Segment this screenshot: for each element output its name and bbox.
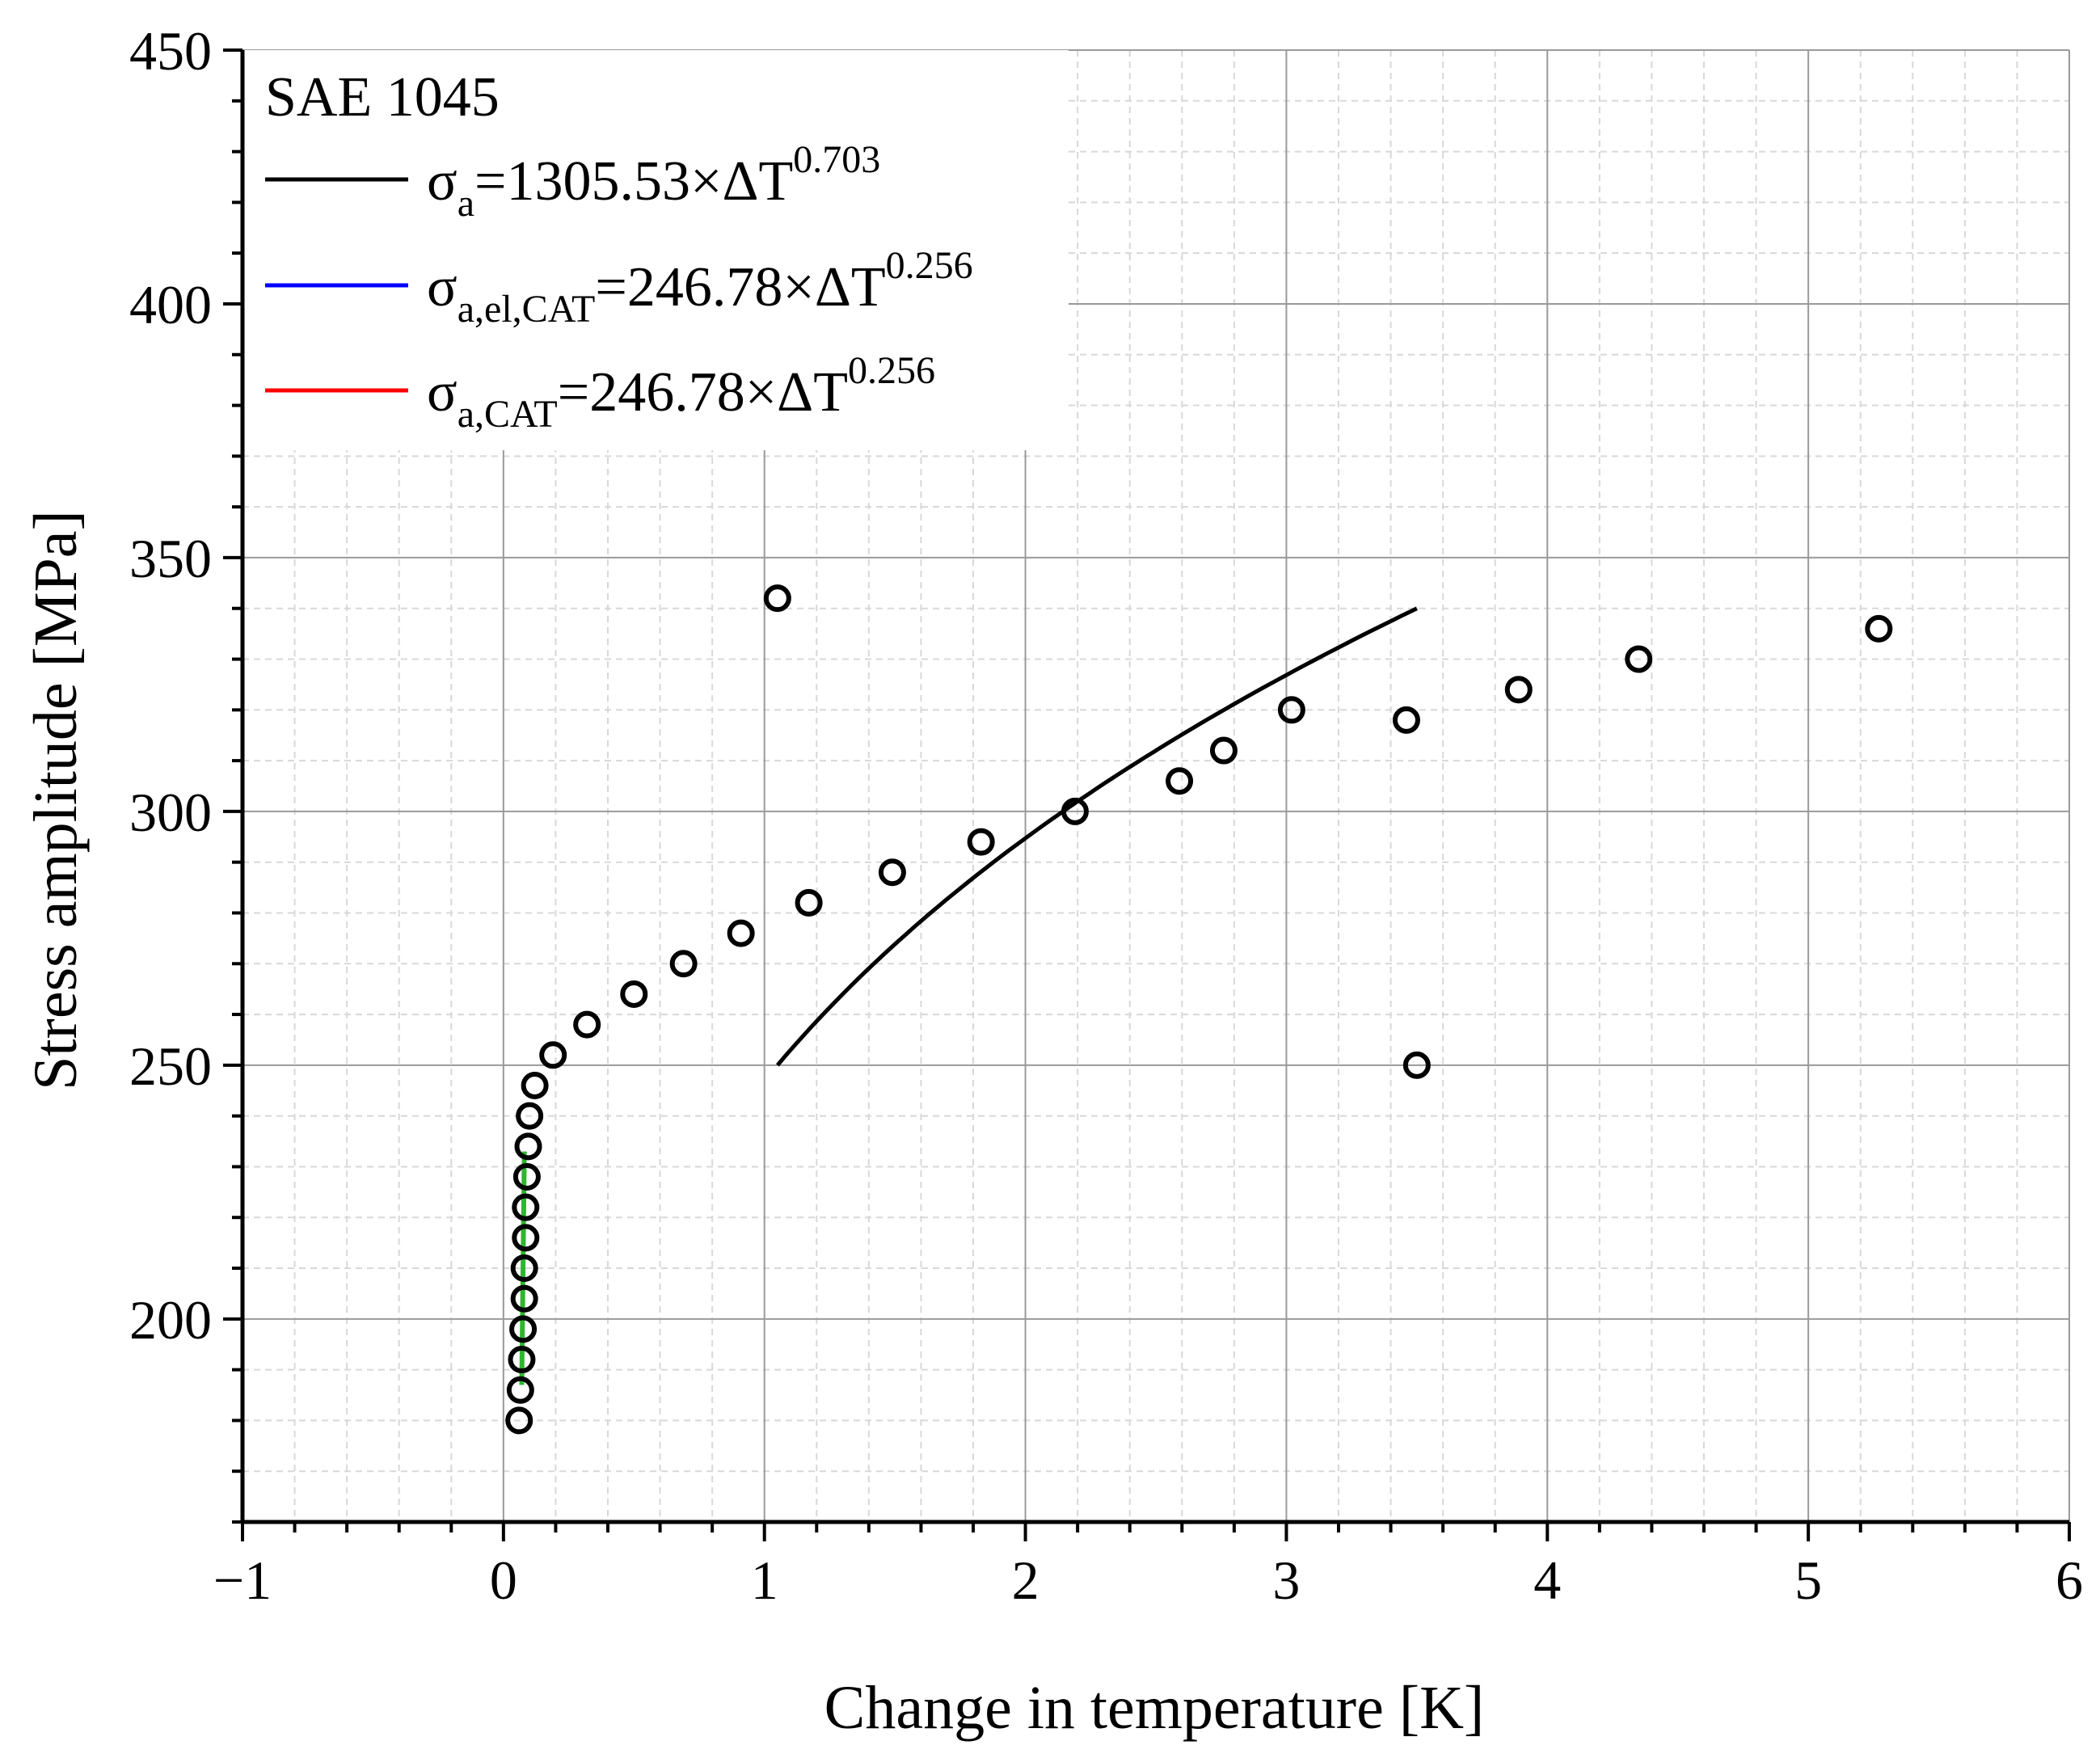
legend-fit-base: σ [427, 150, 458, 213]
data-point [505, 1406, 533, 1435]
legend-cat-rest: =246.78×ΔT [558, 361, 848, 424]
y-tick-label: 250 [129, 1035, 212, 1097]
x-tick-label: 0 [490, 1549, 517, 1611]
legend-fit-sub: a [458, 182, 474, 225]
legend-cat-sup: 0.256 [848, 349, 935, 392]
legend-cat-base: σ [427, 361, 458, 424]
legend-entry-fit: σa=1305.53×ΔT0.703 [427, 138, 880, 225]
series-layer [505, 584, 1893, 1435]
legend-el-cat-rest: =246.78×ΔT [595, 256, 885, 318]
legend-el-cat-sub: a,el,CAT [458, 288, 596, 331]
axes [223, 48, 2071, 1541]
y-tick-label: 200 [129, 1289, 212, 1351]
data-point [510, 1284, 538, 1313]
legend-el-cat-sup: 0.256 [886, 244, 973, 287]
legend-box [244, 50, 1069, 450]
data-point [727, 919, 755, 947]
data-point [1277, 696, 1305, 724]
x-tick-label: 1 [751, 1549, 778, 1611]
y-tick-label: 450 [129, 20, 212, 82]
data-point [510, 1254, 538, 1283]
data-point [573, 1010, 601, 1039]
legend-el-cat-base: σ [427, 256, 458, 318]
x-tick-label: −1 [213, 1549, 272, 1611]
x-axis-title: Change in temperature [K] [824, 1674, 1485, 1742]
data-point [512, 1193, 540, 1221]
data-point [620, 980, 648, 1008]
legend: SAE 1045 σa=1305.53×ΔT0.703 σa,el,CAT=24… [265, 66, 973, 436]
x-tick-label: 6 [2056, 1549, 2083, 1611]
data-point [508, 1346, 536, 1374]
data-point [509, 1315, 538, 1343]
legend-fit-sup: 0.703 [793, 138, 880, 181]
data-point [1061, 797, 1089, 825]
data-point [1392, 706, 1420, 734]
power-law-fit-line [775, 606, 1418, 1067]
x-tick-label: 2 [1012, 1549, 1039, 1611]
data-point [669, 950, 698, 978]
legend-cat-sub: a,CAT [458, 393, 558, 436]
data-point [516, 1102, 544, 1130]
x-tick-label: 4 [1533, 1549, 1561, 1611]
legend-fit-rest: =1305.53×ΔT [474, 150, 793, 213]
data-point [521, 1071, 549, 1099]
y-tick-label: 350 [129, 528, 212, 589]
y-axis-title: Stress amplitude [MPa] [22, 510, 90, 1090]
y-tick-label: 300 [129, 782, 212, 843]
data-point [506, 1376, 534, 1404]
data-point [1166, 767, 1194, 795]
data-point [1865, 614, 1893, 643]
legend-entry-cat: σa,CAT=246.78×ΔT0.256 [427, 349, 935, 436]
x-tick-label: 3 [1272, 1549, 1300, 1611]
x-tick-label: 5 [1794, 1549, 1822, 1611]
data-point [512, 1163, 541, 1191]
data-point [1504, 676, 1533, 704]
data-point [512, 1224, 540, 1252]
data-point [1625, 645, 1653, 673]
tick-labels: −1 0 1 2 3 4 5 6 200 250 300 350 400 450 [129, 20, 2083, 1611]
data-point [878, 858, 906, 887]
y-tick-label: 400 [129, 274, 212, 335]
data-point [1402, 1051, 1431, 1079]
legend-entry-el-cat: σa,el,CAT=246.78×ΔT0.256 [427, 244, 973, 331]
data-point [795, 888, 823, 917]
data-point [514, 1132, 542, 1161]
data-point [539, 1041, 567, 1069]
legend-title: SAE 1045 [265, 66, 500, 129]
data-point [763, 584, 791, 613]
data-point [967, 828, 995, 856]
data-point [1209, 736, 1238, 765]
